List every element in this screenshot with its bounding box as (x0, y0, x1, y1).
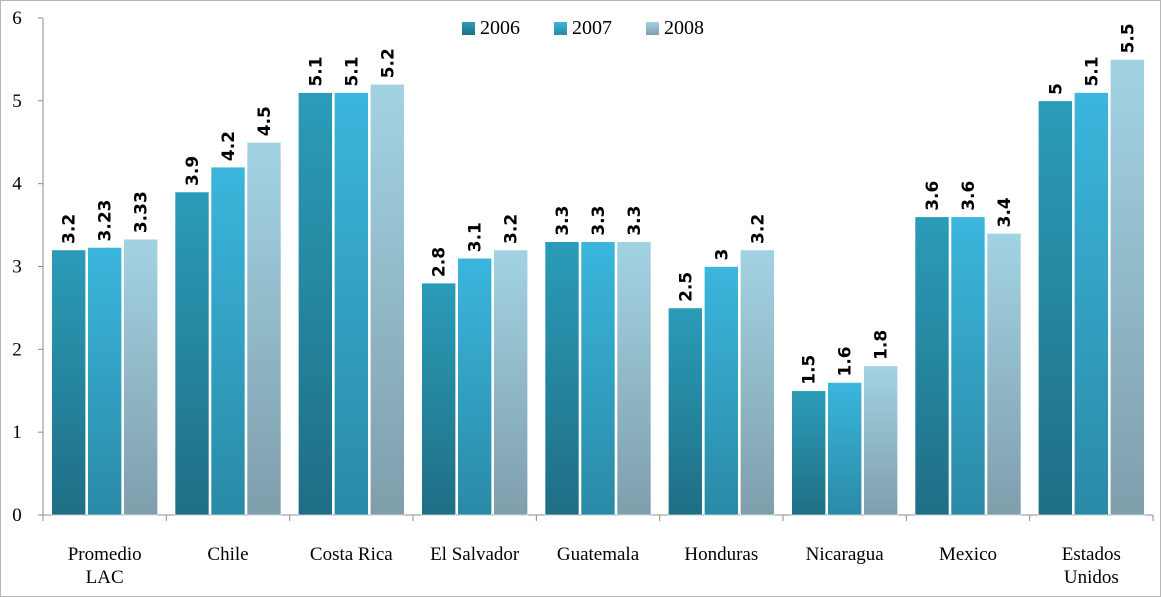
x-tick-label: Mexico (939, 544, 997, 565)
data-label: 3.1 (466, 222, 486, 252)
data-label: 2.5 (676, 272, 696, 302)
x-tick-label: Honduras (684, 544, 758, 565)
bars-group (51, 59, 1145, 516)
bar (298, 92, 333, 516)
data-label: 1.5 (800, 355, 820, 385)
data-label: 3.2 (60, 214, 80, 244)
bar (174, 191, 210, 516)
data-label: 4.5 (255, 106, 275, 136)
data-label: 5.1 (1082, 56, 1102, 86)
data-label: 3.6 (923, 181, 943, 211)
y-tick-label: 6 (12, 8, 22, 29)
bar (457, 257, 492, 516)
data-label: 5 (1046, 83, 1066, 95)
legend-swatch (646, 22, 659, 35)
bar (1074, 92, 1109, 516)
x-tick-label: Estados Unidos (1062, 544, 1121, 588)
data-label: 3.6 (959, 181, 979, 211)
bar (51, 249, 86, 516)
y-tick-label: 2 (12, 339, 22, 360)
x-axis: Promedio LAC Chile Costa Rica El Salvador Gua… (42, 514, 1154, 588)
legend-label: 2007 (572, 17, 612, 39)
data-label: 3.9 (183, 156, 203, 186)
bar (580, 241, 616, 516)
legend-swatch (462, 22, 475, 35)
x-tick-label: Costa Rica (310, 544, 393, 565)
x-tick-label: Promedio LAC (68, 544, 142, 588)
y-tick-label: 5 (12, 91, 22, 112)
data-label: 1.8 (872, 330, 892, 360)
bar (1038, 100, 1073, 516)
data-label: 3.33 (132, 191, 152, 233)
bar (704, 266, 739, 516)
bar (123, 238, 158, 516)
bar (493, 249, 528, 516)
bar (863, 365, 898, 516)
data-label: 5.1 (342, 56, 362, 86)
data-label: 3 (712, 249, 732, 261)
bar (544, 241, 580, 516)
legend-label: 2008 (664, 17, 704, 39)
bar (87, 247, 122, 516)
y-tick-label: 3 (12, 257, 22, 278)
data-label: 3.3 (625, 206, 645, 236)
bar (827, 382, 862, 516)
data-label: 5.5 (1118, 23, 1138, 53)
bar (370, 83, 405, 516)
y-tick-label: 0 (12, 505, 22, 526)
data-label: 4.2 (219, 131, 239, 161)
y-axis: 0 1 2 3 4 5 6 (12, 8, 44, 526)
data-label: 1.6 (836, 346, 856, 376)
bar (334, 92, 369, 516)
data-label: 3.4 (995, 197, 1015, 227)
data-label: 3.3 (589, 206, 609, 236)
y-tick-label: 1 (12, 422, 22, 443)
bar (740, 249, 775, 516)
data-label: 5.1 (306, 56, 326, 86)
legend: 2006 2007 2008 (462, 17, 704, 39)
bar (246, 141, 282, 516)
bar (1110, 59, 1145, 516)
bar (421, 282, 456, 516)
bar (210, 166, 246, 516)
data-label: 5.2 (378, 48, 398, 78)
data-label: 3.2 (502, 214, 522, 244)
x-tick-label: Chile (207, 544, 248, 565)
x-tick-label: El Salvador (430, 544, 520, 565)
data-label: 3.3 (553, 206, 573, 236)
x-tick-label: Nicaragua (806, 544, 885, 565)
legend-label: 2006 (480, 17, 520, 39)
legend-swatch (554, 22, 567, 35)
bar (668, 307, 703, 516)
data-label: 3.23 (96, 199, 116, 241)
bar (616, 241, 652, 516)
bar (791, 390, 826, 516)
bar (914, 216, 950, 516)
data-label: 2.8 (430, 247, 450, 277)
bar (986, 233, 1022, 516)
x-tick-label: Guatemala (557, 544, 640, 565)
value-labels-group: 3.2 3.23 3.333.94.24.55.1 5.1 5.22.83.1 3.2 3.… (60, 23, 1139, 384)
y-tick-label: 4 (12, 174, 22, 195)
bar (950, 216, 986, 516)
data-label: 3.2 (748, 214, 768, 244)
